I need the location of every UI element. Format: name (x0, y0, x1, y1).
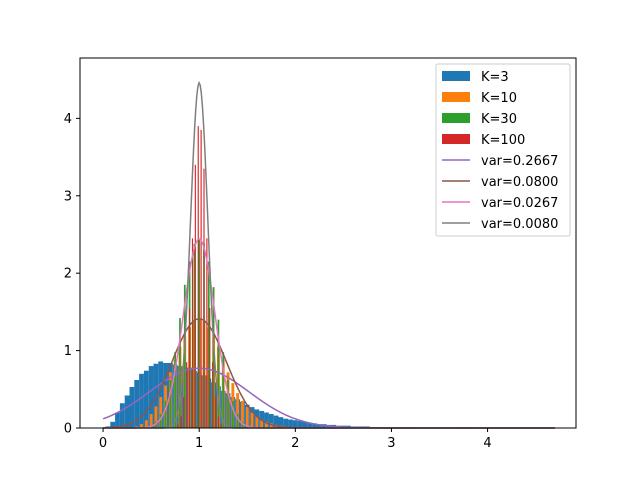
legend-label-4: var=0.2667 (481, 154, 558, 169)
legend-box (435, 63, 571, 237)
y-tick-label-2: 2 (64, 267, 72, 282)
hist-bar-k3-40 (297, 421, 303, 428)
hist-bar-k3-2 (115, 412, 120, 428)
legend-label-1: K=10 (481, 91, 517, 106)
hist-bar-k10-1 (140, 424, 143, 428)
hist-bar-k30-16 (227, 380, 229, 428)
hist-bar-k10-24 (250, 412, 254, 428)
hist-bar-k100-12 (212, 362, 214, 428)
hist-bar-k3-1 (110, 421, 116, 428)
hist-bar-k3-3 (119, 403, 125, 428)
legend-label-6: var=0.0267 (481, 196, 558, 211)
hist-bar-k30-12 (207, 261, 210, 428)
hist-bar-k30-14 (217, 319, 220, 428)
plot-area (79, 57, 577, 429)
hist-bar-k100-7 (197, 126, 199, 428)
hist-bar-k3-6 (134, 380, 140, 428)
legend-label-5: var=0.0800 (481, 175, 558, 190)
x-tick-label-1: 1 (195, 436, 203, 451)
hist-bar-k3-35 (273, 415, 279, 428)
hist-bar-k10-27 (265, 421, 268, 428)
hist-bar-k3-9 (148, 366, 154, 428)
hist-bar-k10-4 (154, 406, 158, 428)
hist-bar-k3-38 (288, 419, 293, 428)
hist-bar-k3-5 (129, 386, 135, 428)
y-tick-label-3: 3 (64, 189, 72, 204)
x-tick-label-0: 0 (99, 436, 107, 451)
hist-bar-k3-37 (283, 418, 289, 428)
x-tick-label-3: 3 (387, 436, 395, 451)
hist-bar-k100-13 (214, 397, 217, 428)
hist-bar-k30-1 (155, 421, 157, 428)
hist-bar-k30-2 (159, 414, 162, 428)
legend-label-7: var=0.0080 (481, 217, 558, 232)
hist-bar-k30-18 (236, 414, 239, 428)
legend: K=3 K=10 K=30 K=100 var=0.2667 var=0.0800 var=… (435, 63, 571, 237)
legend-swatch-1 (442, 92, 470, 102)
hist-bar-k30-19 (241, 421, 244, 428)
hist-bar-k10-22 (241, 400, 244, 428)
axes-frame (79, 57, 577, 429)
legend-swatch-0 (442, 71, 470, 81)
y-tick-label-4: 4 (64, 112, 72, 127)
legend-label-0: K=3 (481, 70, 509, 85)
y-tick-label-1: 1 (64, 344, 72, 359)
hist-bar-k10-21 (236, 393, 240, 428)
hist-bar-k3-33 (264, 412, 269, 428)
hist-bar-k3-36 (278, 417, 284, 428)
hist-bar-k30-10 (198, 238, 201, 428)
hist-bar-k10-28 (269, 423, 273, 428)
hist-bar-k30-5 (174, 352, 177, 428)
hist-bar-k100-15 (220, 424, 222, 428)
hist-bar-k10-2 (144, 420, 148, 428)
hist-bar-k3-44 (316, 424, 322, 428)
hist-bar-k30-13 (212, 287, 215, 428)
x-tick-label-4: 4 (483, 436, 491, 451)
legend-label-3: K=100 (481, 133, 525, 148)
y-axis: 0 1 2 3 4 (64, 112, 80, 437)
hist-bar-k10-5 (159, 397, 163, 428)
hist-bar-k100-5 (191, 238, 194, 428)
legend-swatch-2 (442, 113, 470, 123)
hist-bar-k100-0 (177, 424, 179, 428)
hist-bar-k10-25 (255, 416, 259, 428)
hist-bar-k100-3 (186, 362, 188, 428)
hist-bar-k3-8 (143, 370, 149, 428)
hist-bar-k30-4 (169, 380, 172, 428)
hist-bar-k30-15 (222, 352, 225, 428)
hist-bar-k100-11 (209, 308, 211, 428)
hist-bar-k100-14 (217, 416, 219, 428)
hist-bar-k3-4 (124, 395, 130, 428)
hist-bar-k3-43 (312, 423, 317, 428)
legend-label-2: K=30 (481, 112, 517, 127)
hist-bar-k100-2 (183, 397, 185, 428)
hist-bar-k100-1 (180, 416, 182, 428)
hist-bar-k3-39 (292, 420, 298, 428)
x-axis: 0 1 2 3 4 (99, 428, 492, 451)
hist-bar-k3-11 (158, 361, 164, 428)
hist-bar-k3-7 (139, 373, 144, 428)
y-tick-label-0: 0 (64, 422, 72, 437)
hist-bar-k100-9 (203, 168, 205, 429)
hist-bar-k10-23 (245, 407, 249, 428)
hist-bar-k100-10 (206, 238, 208, 428)
hist-bar-k30-7 (183, 284, 186, 428)
hist-bar-k3-41 (302, 421, 308, 428)
hist-bar-k30-3 (164, 400, 167, 428)
hist-bar-k100-4 (189, 308, 191, 428)
hist-bar-k3-42 (307, 422, 313, 428)
hist-bar-k10-26 (260, 419, 264, 428)
hist-bar-k3-34 (268, 414, 274, 428)
hist-bar-k100-6 (194, 164, 196, 429)
hist-bar-k100-8 (200, 129, 202, 429)
hist-bar-k30-9 (193, 243, 196, 428)
hist-bar-k30-17 (231, 400, 234, 428)
hist-bar-k10-3 (149, 414, 153, 428)
legend-swatch-3 (442, 134, 470, 144)
x-tick-label-2: 2 (291, 436, 299, 451)
